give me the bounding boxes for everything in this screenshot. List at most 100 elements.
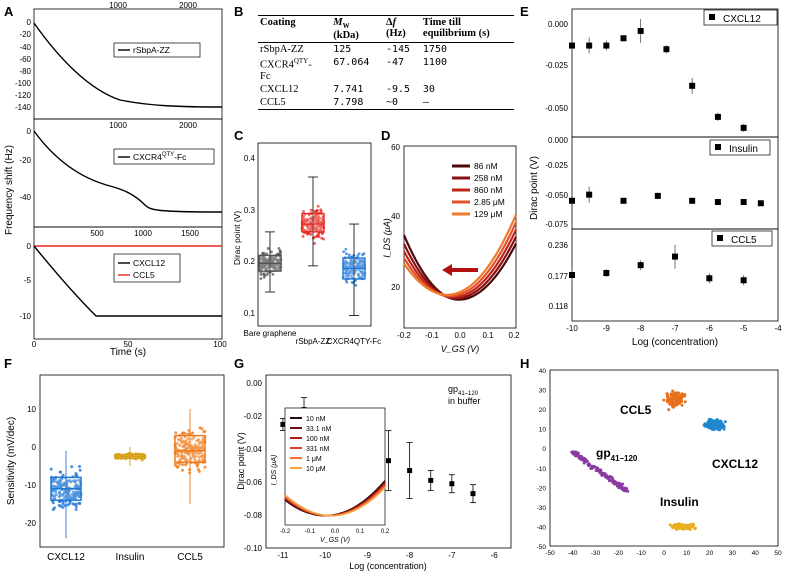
series-line	[402, 234, 517, 301]
inset-ylabel: I_DS (μA)	[271, 455, 278, 486]
xtick: 50	[124, 340, 133, 349]
data-point	[306, 226, 310, 230]
data-point	[66, 503, 70, 507]
panel-d-xlabel: V_GS (V)	[441, 344, 480, 354]
data-point	[203, 465, 207, 469]
ytick: 0	[27, 127, 32, 136]
panel-label-h: H	[520, 356, 529, 371]
data-point	[70, 492, 74, 496]
data-point	[715, 419, 719, 423]
data-point	[51, 508, 55, 512]
cluster-label-insulin: Insulin	[660, 495, 699, 509]
data-point	[586, 42, 593, 49]
data-point	[671, 389, 675, 393]
ytick: -20	[537, 485, 547, 492]
data-point	[174, 431, 178, 435]
col-coating: Coating	[258, 14, 332, 44]
data-point	[54, 493, 58, 497]
panel-label-c: C	[234, 128, 244, 143]
data-point	[603, 42, 610, 49]
data-point	[360, 260, 364, 264]
xtick: 0.0	[454, 331, 466, 340]
table-row: CXCR4QTY- Fc 67.064 -47 1100	[258, 56, 514, 83]
data-point	[667, 408, 671, 412]
panel-h-xticks: -50 -40 -30 -20 -10 0 10 20 30 40 50	[545, 550, 782, 557]
ytick: -10	[537, 466, 547, 473]
data-point	[77, 478, 81, 482]
data-point	[302, 228, 306, 232]
table-cell: CXCL12	[260, 83, 299, 95]
data-point	[267, 265, 271, 269]
ytick: -50	[537, 544, 547, 551]
col-df: Δf (Hz)	[383, 14, 421, 44]
data-point	[58, 491, 62, 495]
data-point	[689, 82, 696, 89]
data-point	[259, 277, 263, 281]
series-line	[403, 221, 518, 298]
series-line	[403, 214, 518, 296]
inset-legend-label: 33.1 nM	[306, 426, 331, 433]
ytick: -40	[537, 524, 547, 531]
legend-box	[703, 9, 778, 26]
data-point	[265, 273, 269, 276]
data-point	[277, 246, 281, 250]
table-cell: 125	[333, 44, 352, 56]
panel-a-sub3-top-tick: 1500	[181, 229, 199, 238]
data-point	[582, 459, 586, 463]
data-point	[184, 442, 188, 446]
table-cell: rSbpA-ZZ	[260, 44, 304, 56]
data-point	[63, 496, 67, 500]
legend-box	[113, 253, 181, 283]
data-point	[313, 241, 317, 245]
data-point	[587, 464, 591, 468]
xtick: -5	[740, 324, 748, 333]
data-point	[194, 451, 198, 455]
data-point	[346, 273, 349, 277]
table-row: CCL5 7.798 ~0 —	[258, 95, 514, 110]
data-point	[67, 496, 71, 500]
data-point	[271, 272, 275, 276]
data-point	[314, 217, 317, 221]
data-point	[192, 435, 196, 439]
table-cell: 1100	[422, 57, 447, 69]
data-point	[663, 46, 670, 53]
panel-d-curves	[402, 214, 518, 301]
ytick: -20	[24, 519, 36, 528]
data-point	[654, 192, 661, 199]
ytick: 60	[391, 143, 400, 152]
data-point	[51, 488, 55, 492]
data-point	[318, 224, 321, 228]
data-point	[78, 464, 82, 468]
data-point	[356, 254, 360, 258]
data-point	[180, 455, 184, 459]
ytick: -10	[19, 312, 31, 321]
data-point	[61, 473, 65, 477]
data-point	[607, 479, 611, 483]
data-point	[197, 442, 201, 446]
data-point	[263, 264, 267, 268]
legend-box	[113, 42, 201, 58]
data-point	[592, 465, 596, 469]
data-point	[689, 197, 696, 204]
xtick: -10	[636, 550, 646, 557]
sweep-arrow-head	[442, 264, 452, 276]
panel-f-boxes	[49, 409, 207, 539]
data-point	[199, 451, 203, 455]
legend-cxcr4: CXCR4QTY-Fc	[133, 152, 187, 162]
xtick: 30	[729, 550, 737, 557]
data-point	[61, 500, 65, 504]
data-point	[53, 477, 57, 481]
panel-a-sub3-top-tick: 1000	[134, 229, 152, 238]
data-point	[693, 526, 697, 530]
data-point	[356, 263, 359, 267]
legend-box	[709, 139, 771, 156]
data-point	[662, 398, 666, 402]
data-point	[75, 493, 79, 497]
legend-marker	[717, 235, 723, 241]
data-point	[78, 501, 82, 505]
ytick: 20	[391, 283, 400, 292]
panel-g-frame	[265, 374, 512, 549]
ytick: 0.1	[244, 309, 256, 318]
data-point	[571, 452, 575, 456]
xtick: Insulin	[116, 552, 145, 563]
